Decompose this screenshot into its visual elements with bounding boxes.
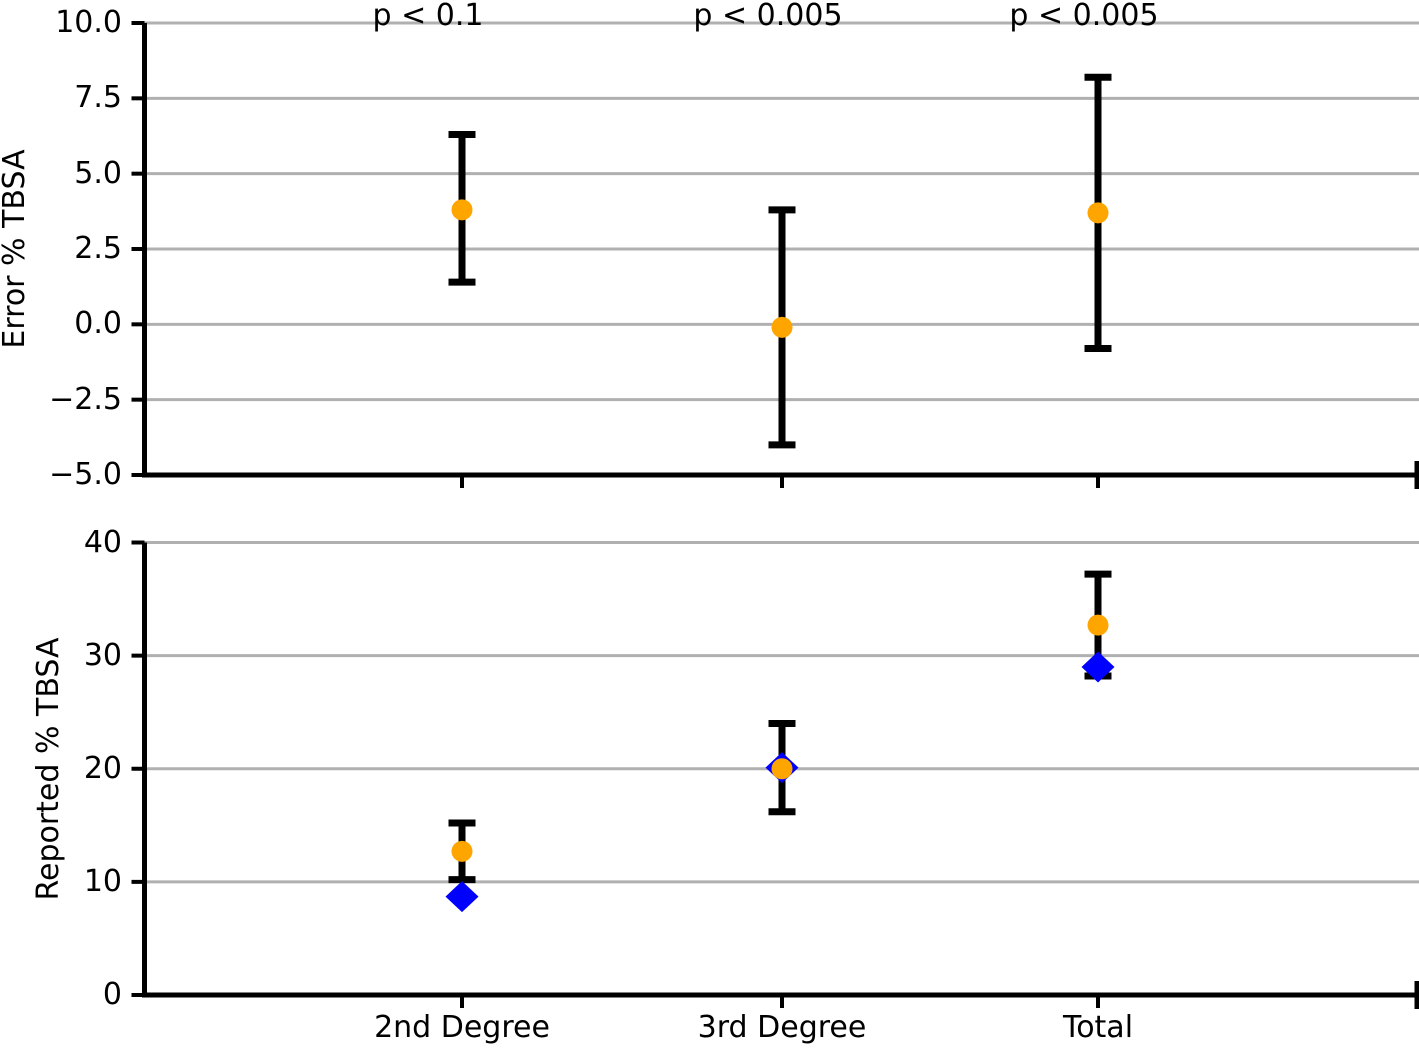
p-annotation: p < 0.005	[1009, 0, 1159, 33]
y-tick-label: 10.0	[55, 5, 122, 40]
circle-marker	[1087, 614, 1109, 636]
x-tick-label: 3rd Degree	[697, 1010, 867, 1045]
y-tick-label: 5.0	[74, 156, 122, 191]
p-annotation: p < 0.005	[693, 0, 843, 33]
circle-marker	[451, 840, 473, 862]
y-tick-label: 0.0	[74, 306, 122, 341]
y-tick-label: 0	[102, 977, 122, 1012]
circle-marker	[1087, 202, 1109, 224]
diamond-marker	[445, 881, 479, 913]
y-tick-label: −5.0	[49, 457, 122, 492]
y-tick-label: 10	[83, 864, 122, 899]
y-tick-label: 30	[83, 638, 122, 673]
circle-marker	[451, 199, 473, 221]
y-tick-label: 40	[83, 525, 122, 560]
y-axis-label-reported: Reported % TBSA	[31, 637, 66, 901]
diamond-marker	[1081, 651, 1115, 683]
circle-marker	[771, 316, 793, 338]
x-tick-label: 2nd Degree	[374, 1010, 550, 1045]
p-annotation: p < 0.1	[372, 0, 484, 33]
y-tick-label: 7.5	[74, 80, 122, 115]
y-axis-label-error: Error % TBSA	[0, 149, 32, 349]
y-tick-label: 2.5	[74, 231, 122, 266]
y-tick-label: −2.5	[49, 382, 122, 417]
circle-marker	[771, 758, 793, 780]
y-tick-label: 20	[83, 751, 122, 786]
x-tick-label: Total	[1062, 1010, 1134, 1045]
